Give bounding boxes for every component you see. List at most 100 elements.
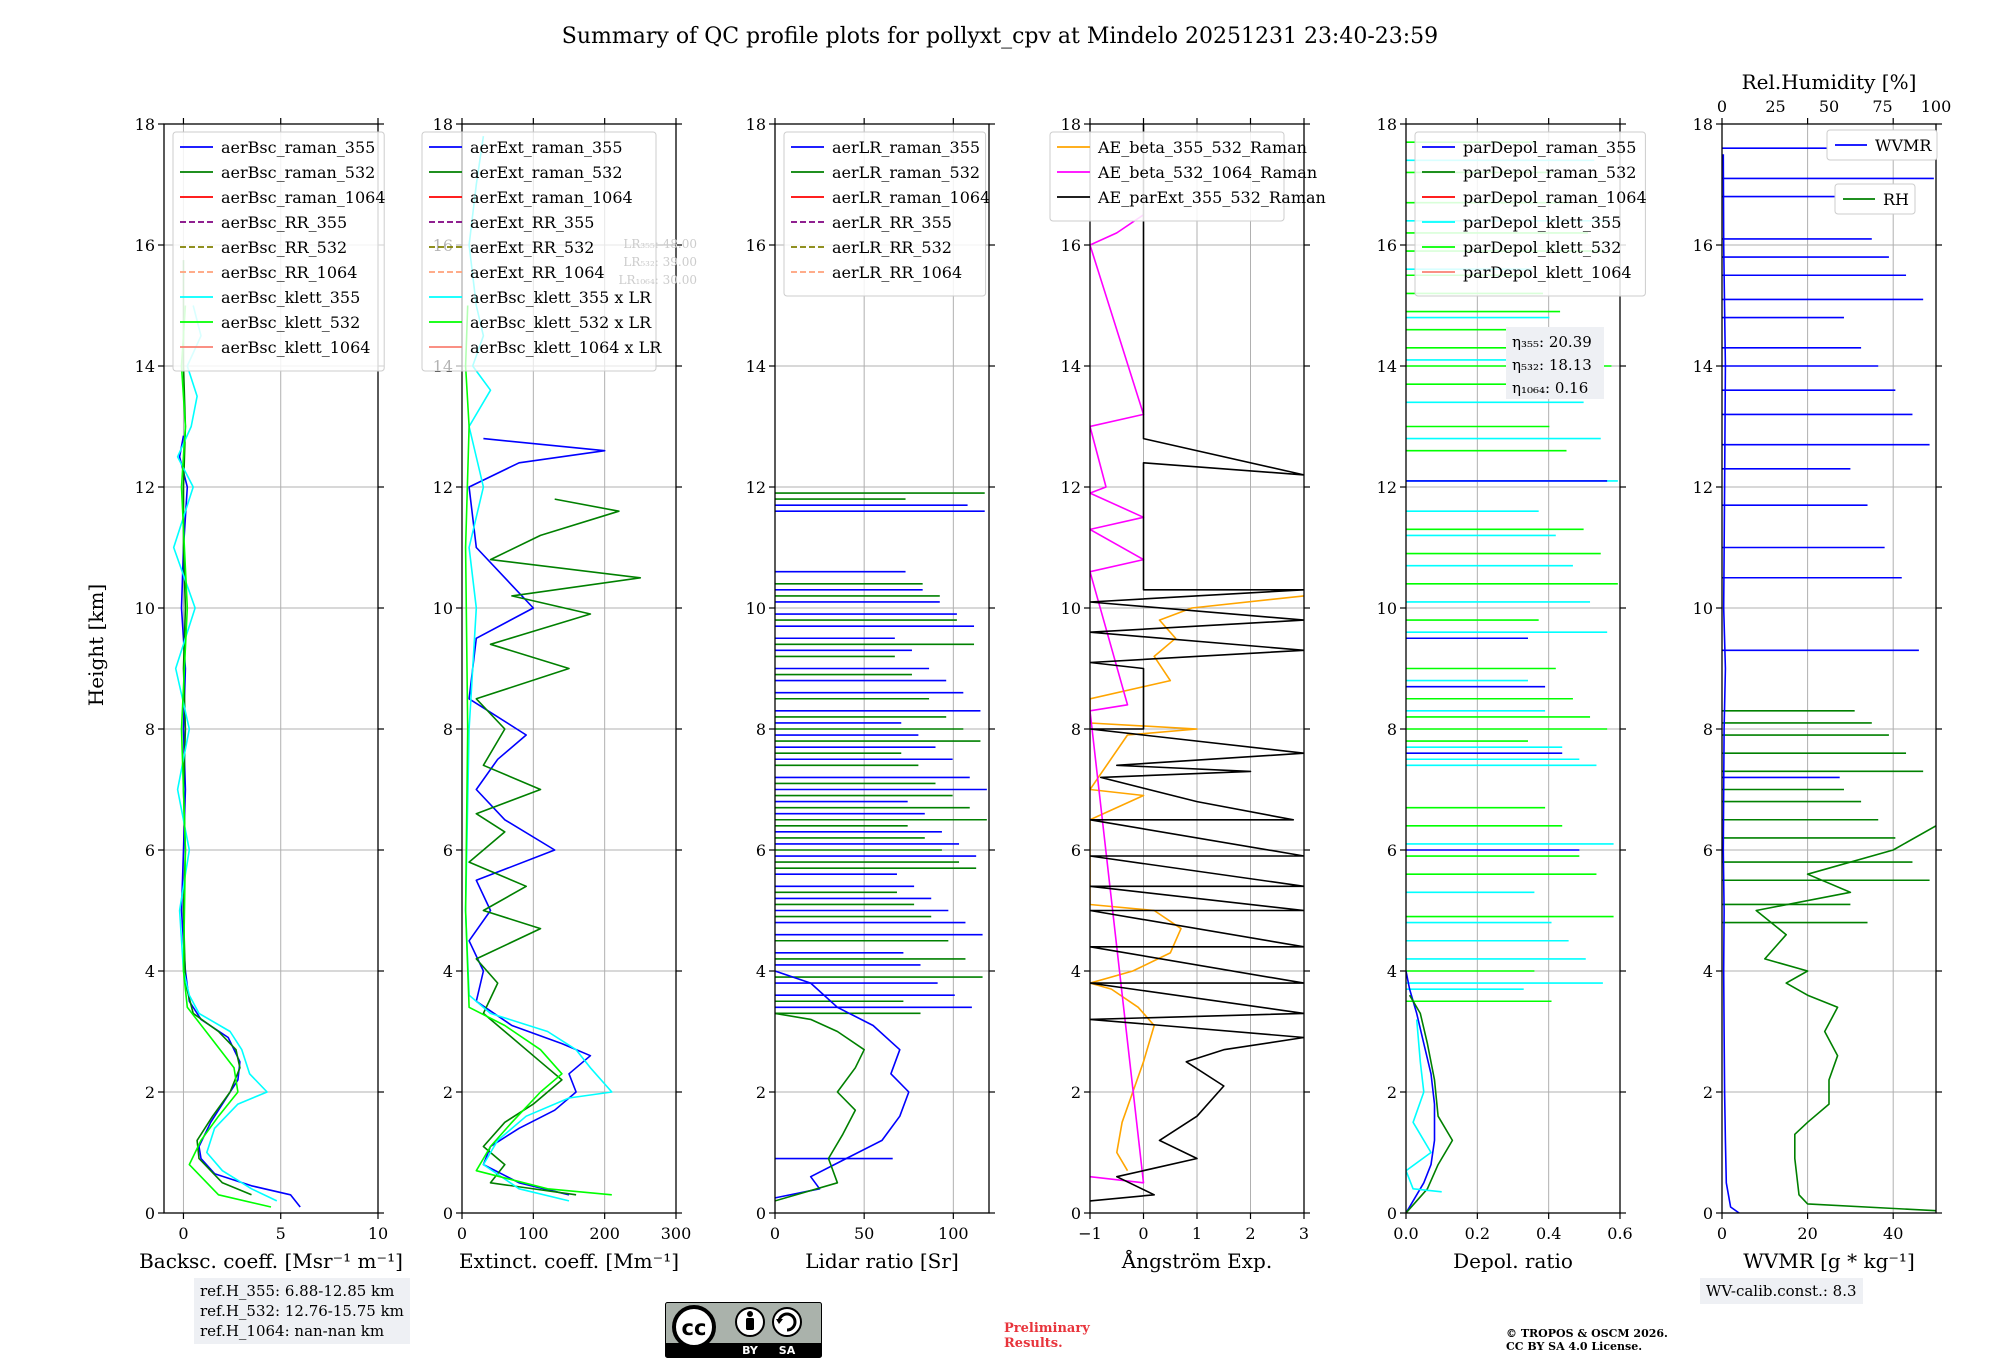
legend-entry: parDepol_klett_532 xyxy=(1463,238,1621,257)
copyright-note: © TROPOS & OSCM 2026. CC BY SA 4.0 Licen… xyxy=(1506,1327,1668,1353)
y-tick-label: 18 xyxy=(135,115,155,134)
x-tick-label: 10 xyxy=(368,1224,388,1243)
legend-entry: parDepol_klett_1064 xyxy=(1463,263,1632,282)
panel-ext: 0246810121416180100200300Extinct. coeff.… xyxy=(421,115,697,1273)
preliminary-line-1: Preliminary xyxy=(1004,1321,1090,1336)
x-tick-label: 100 xyxy=(518,1224,549,1243)
ref-height-532: ref.H_532: 12.76-15.75 km xyxy=(200,1302,404,1320)
legend-entry: AE_beta_532_1064_Raman xyxy=(1097,163,1317,182)
series-line-ae-beta-532-1064-raman xyxy=(1090,214,1145,1184)
legend-entry: aerExt_raman_1064 xyxy=(470,188,633,207)
y-tick-label: 8 xyxy=(1387,720,1397,739)
y-tick-label: 18 xyxy=(1693,115,1713,134)
y-tick-label: 8 xyxy=(145,720,155,739)
y-tick-label: 4 xyxy=(1071,962,1081,981)
legend-box xyxy=(172,131,385,372)
legend-entry: aerLR_raman_532 xyxy=(832,163,980,182)
y-tick-label: 14 xyxy=(1377,357,1397,376)
panel-frame xyxy=(163,123,379,1214)
series-line-rh xyxy=(1755,824,1936,1212)
y-tick-label: 16 xyxy=(746,236,766,255)
legend-entry: aerLR_RR_355 xyxy=(832,213,952,232)
legend-entry: aerLR_raman_355 xyxy=(832,138,980,157)
x-tick-label: 0.4 xyxy=(1536,1224,1561,1243)
x-tick-label: 200 xyxy=(589,1224,620,1243)
legend-entry: aerBsc_RR_532 xyxy=(221,238,347,257)
panel-frame xyxy=(1405,123,1621,1214)
figure-title: Summary of QC profile plots for pollyxt_… xyxy=(562,24,1438,49)
y-tick-label: 10 xyxy=(746,599,766,618)
legend-entry: aerBsc_klett_532 xyxy=(221,313,360,332)
series-line-aerext-raman-532 xyxy=(468,498,642,1196)
y-tick-label: 10 xyxy=(1061,599,1081,618)
cc-logo-sa-text: SA xyxy=(779,1344,796,1357)
y-tick-label: 6 xyxy=(145,841,155,860)
x-tick-label: 0 xyxy=(1717,1224,1727,1243)
series-line-ae-beta-355-532-raman xyxy=(1090,595,1304,1172)
lidar-ratio-label: LR₃₅₅: 48.00 xyxy=(623,237,697,251)
legend-box xyxy=(1414,131,1646,297)
x-tick-label: 0 xyxy=(770,1224,780,1243)
y-tick-label: 6 xyxy=(1703,841,1713,860)
x-tick-label: 0.6 xyxy=(1607,1224,1632,1243)
ref-height-1064: ref.H_1064: nan-nan km xyxy=(200,1322,385,1340)
preliminary-results-note: Preliminary Results. xyxy=(1004,1321,1090,1351)
y-tick-label: 14 xyxy=(135,357,155,376)
legend-entry: AE_parExt_355_532_Raman xyxy=(1097,188,1326,207)
x-tick-label: 100 xyxy=(938,1224,969,1243)
legend-entry: parDepol_klett_355 xyxy=(1463,213,1621,232)
y-tick-label: 2 xyxy=(1387,1083,1397,1102)
legend-entry: aerExt_RR_355 xyxy=(470,213,594,232)
x-axis-label: Backsc. coeff. [Msr⁻¹ m⁻¹] xyxy=(139,1249,403,1273)
x-axis-label: Extinct. coeff. [Mm⁻¹] xyxy=(459,1249,679,1273)
x2-tick-label: 100 xyxy=(1921,97,1952,116)
x-tick-label: 50 xyxy=(854,1224,874,1243)
legend-entry: aerBsc_raman_355 xyxy=(221,138,375,157)
y-tick-label: 2 xyxy=(756,1083,766,1102)
reference-height-box: ref.H_355: 6.88-12.85 km ref.H_532: 12.7… xyxy=(194,1278,410,1344)
legend: AE_beta_355_532_Raman AE_beta_532_1064_Ra… xyxy=(1049,131,1326,222)
x-tick-label: 0 xyxy=(178,1224,188,1243)
x-tick-label: 0.0 xyxy=(1393,1224,1418,1243)
legend-entry: aerExt_RR_532 xyxy=(470,238,594,257)
x-tick-label: 300 xyxy=(661,1224,692,1243)
y-tick-label: 14 xyxy=(746,357,766,376)
x-tick-label: 5 xyxy=(276,1224,286,1243)
x-tick-label: 2 xyxy=(1245,1224,1255,1243)
y-tick-label: 6 xyxy=(756,841,766,860)
y-tick-label: 14 xyxy=(1693,357,1713,376)
eta-box xyxy=(1506,327,1604,399)
y-tick-label: 4 xyxy=(1387,962,1397,981)
legend-entry: parDepol_raman_355 xyxy=(1463,138,1636,157)
legend-entry: aerBsc_raman_1064 xyxy=(221,188,386,207)
preliminary-line-2: Results. xyxy=(1004,1336,1063,1351)
y-tick-label: 6 xyxy=(1387,841,1397,860)
x-tick-label: −1 xyxy=(1078,1224,1102,1243)
y-tick-label: 18 xyxy=(1377,115,1397,134)
series-line-aerbsc-klett-532 xyxy=(180,305,272,1208)
y-tick-label: 10 xyxy=(1377,599,1397,618)
legend-entry: aerExt_RR_1064 xyxy=(470,263,605,282)
panel-frame xyxy=(461,123,677,1214)
y-tick-label: 2 xyxy=(1071,1083,1081,1102)
y-tick-label: 8 xyxy=(1071,720,1081,739)
legend-entry: aerBsc_klett_355 xyxy=(221,288,360,307)
panel-frame xyxy=(1721,123,1937,1214)
x-tick-label: 0 xyxy=(457,1224,467,1243)
legend-entry-rh: RH xyxy=(1883,190,1909,209)
legend-entry: parDepol_raman_532 xyxy=(1463,163,1636,182)
legend-entry: aerBsc_klett_532 x LR xyxy=(470,313,652,332)
x2-tick-label: 50 xyxy=(1819,97,1839,116)
legend-entry: AE_beta_355_532_Raman xyxy=(1097,138,1307,157)
y-tick-label: 0 xyxy=(1071,1204,1081,1223)
y-tick-label: 12 xyxy=(1693,478,1713,497)
eta-label: η₅₃₂: 18.13 xyxy=(1512,356,1592,374)
y-tick-label: 2 xyxy=(443,1083,453,1102)
y-tick-label: 12 xyxy=(746,478,766,497)
legend-entry-wvmr: WVMR xyxy=(1875,136,1932,155)
series-line-aerext-raman-355 xyxy=(468,437,606,1196)
legend-entry: aerLR_RR_1064 xyxy=(832,263,962,282)
x2-axis-label: Rel.Humidity [%] xyxy=(1742,70,1917,94)
x2-tick-label: 25 xyxy=(1765,97,1785,116)
legend-entry: parDepol_raman_1064 xyxy=(1463,188,1647,207)
